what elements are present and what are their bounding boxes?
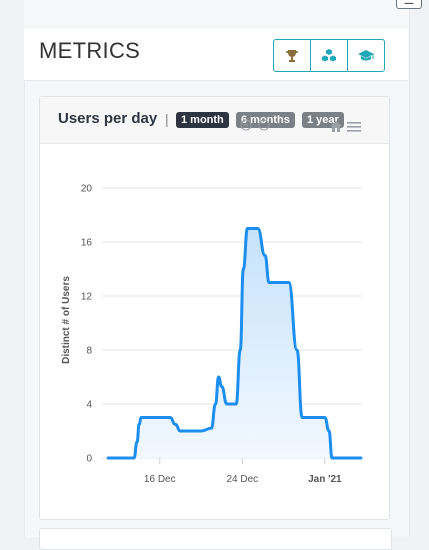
y-tick-label: 20	[81, 184, 93, 195]
y-tick-label: 8	[86, 346, 92, 357]
x-tick-label: 16 Dec	[144, 474, 176, 485]
top-bar: ☰	[24, 0, 422, 30]
card-title: Users per day	[58, 110, 158, 127]
graduation-cap-icon	[358, 49, 374, 60]
y-tick-label: 4	[86, 400, 92, 411]
page-title: METRICS	[39, 38, 141, 63]
home-icon[interactable]	[330, 121, 342, 132]
y-axis-label: Distinct # of Users	[61, 276, 72, 364]
cubes-icon	[322, 48, 336, 61]
zoom-icon[interactable]	[240, 119, 270, 131]
trophy-icon	[286, 49, 298, 62]
menu-button[interactable]: ☰	[396, 0, 422, 9]
y-tick-label: 16	[81, 238, 93, 249]
metrics-header: METRICS	[24, 29, 408, 81]
users-line	[106, 227, 363, 460]
x-tick-label: Jan '21	[308, 474, 342, 485]
y-tick-label: 12	[81, 292, 93, 303]
title-separator: |	[165, 111, 169, 127]
trophy-button[interactable]	[273, 39, 311, 72]
range-1-month-button[interactable]: 1 month	[176, 112, 229, 128]
x-tick-label: 24 Dec	[226, 474, 258, 485]
hamburger-icon[interactable]	[347, 122, 361, 132]
users-area	[108, 228, 361, 458]
cubes-button[interactable]	[310, 39, 348, 72]
y-tick-label: 0	[86, 454, 92, 465]
metric-button-group	[273, 39, 385, 73]
graduation-button[interactable]	[347, 39, 385, 72]
card-header: Users per day | 1 month 6 months 1 year	[40, 97, 389, 144]
next-card	[39, 528, 392, 550]
y-axis: 0 4 8 12 16 20	[81, 184, 93, 465]
